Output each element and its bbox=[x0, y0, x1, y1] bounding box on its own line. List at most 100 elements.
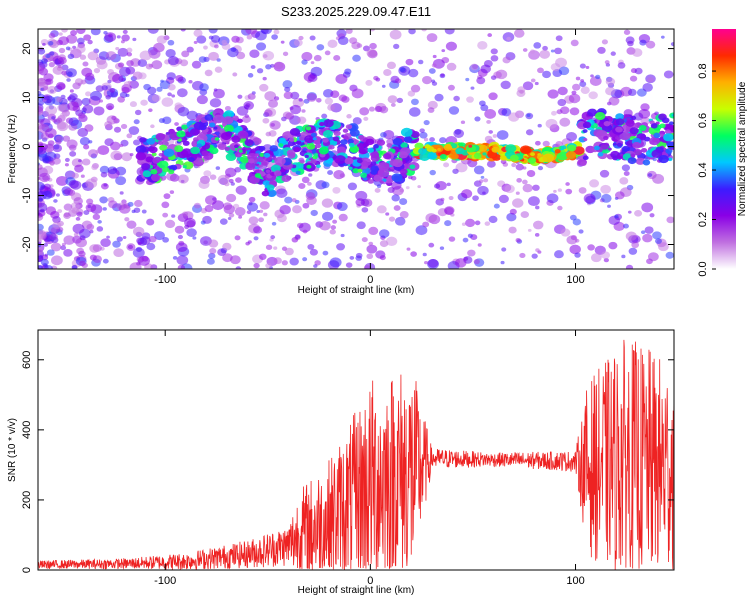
spectrogram-speckle bbox=[87, 51, 99, 61]
spectrogram-speckle bbox=[500, 159, 507, 165]
spectrogram-ridge-cell bbox=[245, 162, 256, 171]
spectrogram-ridge-cell bbox=[347, 138, 354, 144]
spectrogram-speckle bbox=[335, 73, 348, 84]
spectrogram-x-ticks: -100 0 100 bbox=[154, 29, 585, 286]
spectrogram-ridge-cell bbox=[598, 136, 603, 140]
spectrogram-ridge-cell bbox=[400, 142, 408, 149]
spectrogram-ridge-cell bbox=[146, 137, 156, 145]
spectrogram-speckle bbox=[627, 88, 637, 97]
spectrogram-speckle bbox=[259, 201, 270, 210]
spectrogram-speckle bbox=[537, 123, 542, 128]
spectrogram-speckle bbox=[64, 163, 69, 167]
colorbar-scale bbox=[712, 29, 736, 269]
colorbar: 0.0 0.2 0.4 0.6 0.8 Normalized spectral ampl… bbox=[697, 29, 748, 277]
spectrogram-ridge-cell bbox=[209, 122, 216, 128]
spectrogram-speckle bbox=[69, 89, 74, 93]
spectrogram-speckle bbox=[550, 63, 561, 72]
spectrogram-ridge-cell bbox=[222, 116, 234, 125]
spectrogram-speckle bbox=[532, 184, 540, 191]
spectrogram-speckle bbox=[65, 46, 71, 51]
spectrogram-speckle bbox=[282, 51, 289, 57]
spectrogram-speckle bbox=[625, 264, 634, 269]
spectrogram-speckle bbox=[137, 255, 150, 266]
spectrogram-ridge-cell bbox=[225, 152, 237, 162]
spectrogram-speckle bbox=[174, 225, 185, 234]
spectrogram-speckle bbox=[253, 236, 259, 241]
spectrogram-speckle bbox=[501, 247, 507, 252]
spectrogram-ridge-cell bbox=[565, 150, 577, 159]
spectrogram-speckle bbox=[64, 157, 70, 162]
spectrogram-speckle bbox=[608, 96, 620, 106]
spectrogram-speckle bbox=[52, 144, 63, 153]
spectrogram-speckle bbox=[55, 117, 63, 123]
spectrogram-speckle bbox=[256, 68, 264, 74]
spectrogram-ridge-cell bbox=[638, 125, 647, 131]
spectrogram-speckle bbox=[60, 245, 67, 251]
spectrogram-speckle bbox=[333, 55, 341, 61]
spectrogram-speckle bbox=[93, 106, 105, 116]
spectrogram-ridge-cell bbox=[220, 132, 232, 141]
spectrogram-speckle bbox=[165, 219, 176, 229]
spectrogram-ridge-cell bbox=[163, 148, 175, 157]
spectrogram-speckle bbox=[376, 205, 387, 214]
spectrogram-speckle bbox=[92, 213, 101, 220]
spectrogram-ridge-cell bbox=[499, 155, 507, 161]
spectrogram-speckle bbox=[120, 123, 128, 130]
spectrogram-speckle bbox=[246, 210, 252, 215]
spectrogram-speckle bbox=[431, 63, 437, 68]
spectrogram-speckle bbox=[175, 242, 188, 253]
spectrogram-ridge-cell bbox=[556, 151, 568, 161]
spectrogram-speckle bbox=[583, 193, 596, 204]
spectrogram-speckle bbox=[520, 211, 529, 219]
spectrogram-ridge-cell bbox=[450, 153, 459, 160]
spectrogram-ridge-cell bbox=[232, 115, 239, 121]
spectrogram-speckle bbox=[67, 101, 79, 111]
spectrogram-speckle bbox=[79, 260, 86, 267]
spectrogram-speckle bbox=[121, 34, 130, 42]
spectrogram-speckle bbox=[535, 205, 540, 210]
spectrogram-speckle bbox=[230, 47, 237, 53]
spectrogram-speckle bbox=[623, 223, 629, 229]
spectrogram-speckle bbox=[50, 242, 62, 252]
snr-y-tick-label: 400 bbox=[21, 421, 33, 439]
spectrogram-speckle bbox=[652, 157, 657, 162]
spectrogram-speckle bbox=[647, 173, 653, 177]
spectrogram-speckle bbox=[522, 48, 528, 52]
spectrogram-speckle bbox=[234, 235, 241, 241]
spectrogram-speckle bbox=[85, 91, 92, 97]
spectrogram-speckle bbox=[255, 30, 267, 41]
spectrogram-speckle bbox=[214, 66, 223, 73]
spectrogram-speckle bbox=[363, 265, 371, 269]
spectrogram-ridge-cell bbox=[310, 132, 317, 138]
spectrogram-x-tick-label: -100 bbox=[154, 274, 176, 286]
spectrogram-speckle bbox=[176, 88, 188, 98]
spectrogram-speckle bbox=[408, 68, 419, 78]
spectrogram-speckle bbox=[74, 164, 84, 173]
spectrogram-speckle bbox=[222, 202, 233, 211]
spectrogram-speckle bbox=[269, 120, 281, 130]
spectrogram-ridge-cell bbox=[340, 139, 348, 145]
spectrogram-ridge-cell bbox=[418, 148, 427, 155]
spectrogram-speckle bbox=[601, 193, 612, 203]
spectrogram-speckle bbox=[99, 196, 108, 204]
spectrogram-ridge-cell bbox=[155, 133, 166, 141]
spectrogram-ridge-cell bbox=[266, 189, 277, 198]
spectrogram-speckle bbox=[184, 224, 190, 230]
spectrogram-speckle bbox=[110, 150, 123, 161]
spectrogram-speckle bbox=[374, 187, 381, 193]
spectrogram-speckle bbox=[289, 257, 299, 266]
spectrogram-ridge-cell bbox=[392, 137, 403, 146]
spectrogram-speckle bbox=[67, 95, 76, 103]
spectrogram-speckle bbox=[307, 181, 312, 186]
spectrogram-speckle bbox=[319, 220, 331, 231]
spectrogram-speckle bbox=[76, 29, 86, 35]
spectrogram-speckle bbox=[588, 91, 598, 100]
spectrogram-speckle bbox=[522, 179, 528, 185]
spectrogram-speckle bbox=[213, 88, 225, 99]
spectrogram-speckle bbox=[71, 172, 79, 179]
spectrogram-speckle bbox=[361, 207, 369, 213]
spectrogram-speckle bbox=[87, 39, 93, 45]
spectrogram-ridge-cell bbox=[304, 154, 309, 158]
spectrogram-speckle bbox=[63, 249, 73, 257]
spectrogram-speckle bbox=[279, 205, 291, 215]
